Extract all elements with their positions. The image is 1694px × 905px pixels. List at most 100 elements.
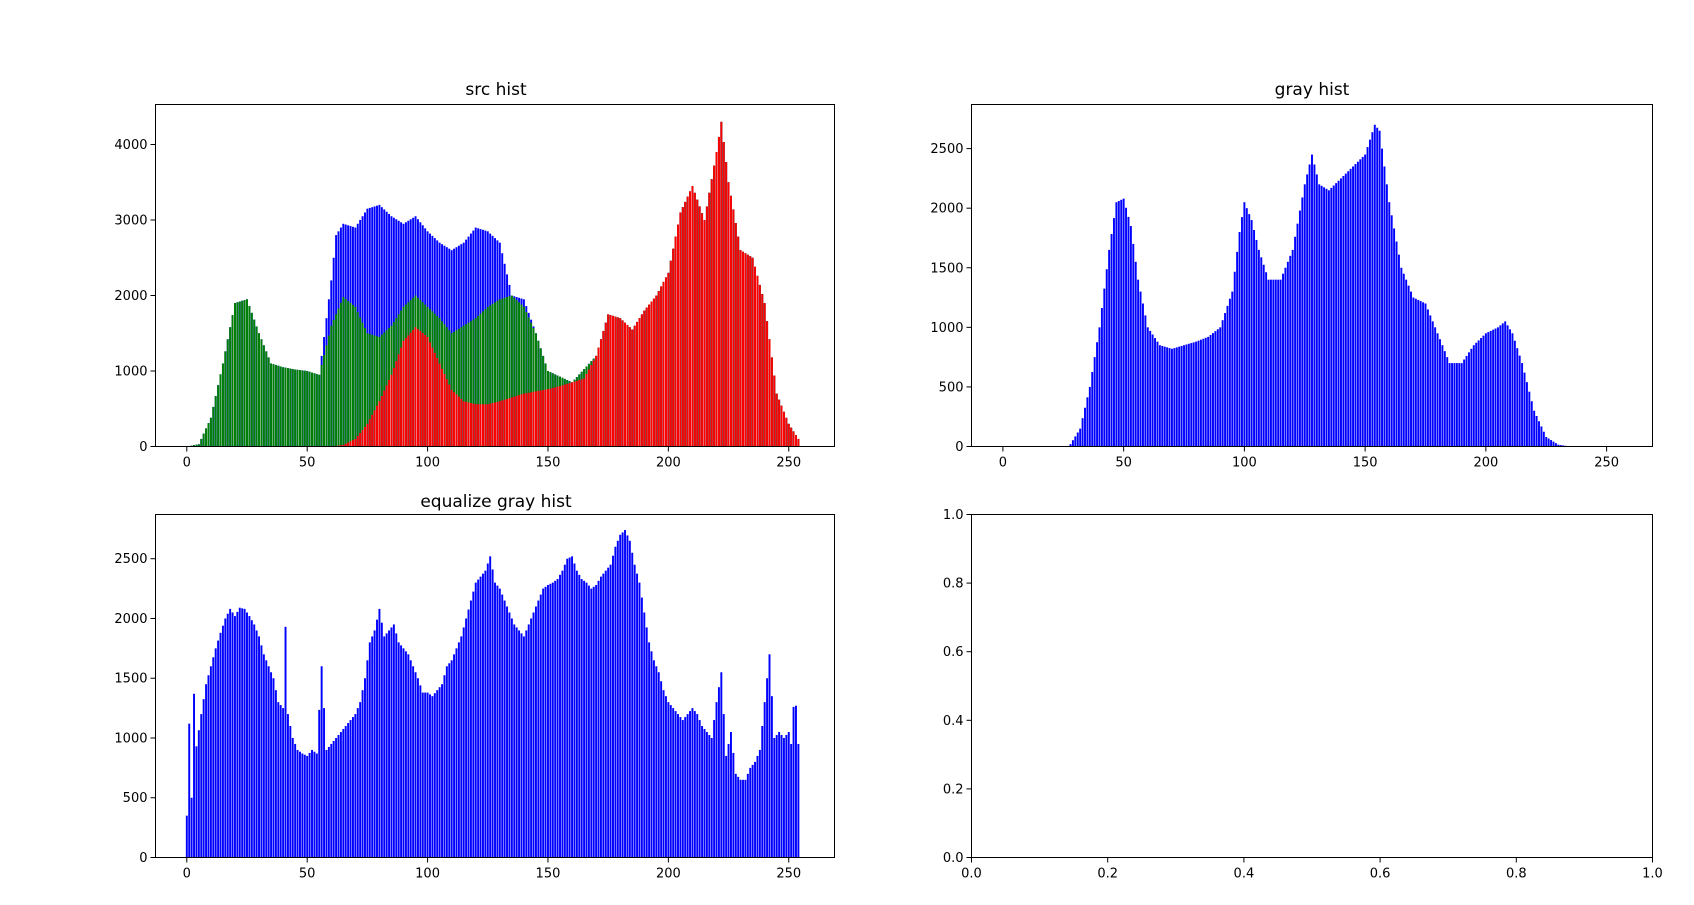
histogram-bar-series-2 [667,272,670,447]
histogram-bar-series-2 [477,404,480,447]
histogram-bar-series-2 [400,347,403,447]
histogram-bar-series-0 [1361,156,1364,447]
histogram-bar-series-0 [299,751,301,858]
x-tick-label: 0.4 [1234,867,1255,882]
histogram-bar-series-1 [214,396,217,447]
histogram-bar-series-0 [503,600,506,858]
histogram-bar-series-0 [1327,190,1330,447]
histogram-bar-series-2 [412,329,415,447]
histogram-bar-series-2 [460,398,463,447]
histogram-bar-series-0 [715,702,718,858]
histogram-bar-series-0 [534,606,537,858]
histogram-bar-series-1 [236,302,239,447]
histogram-bar-series-1 [320,364,323,447]
x-tick-label: 0.0 [961,867,982,882]
histogram-bar-series-1 [255,326,258,447]
histogram-bar-series-0 [489,556,492,858]
histogram-bar-series-1 [315,374,318,447]
histogram-bar-series-0 [580,579,583,858]
histogram-bar-series-0 [1311,154,1313,447]
histogram-bar-series-0 [1166,347,1169,447]
histogram-bar-series-0 [737,776,740,858]
histogram-bar-series-0 [368,207,371,447]
histogram-bar-series-2 [734,223,737,447]
histogram-bar-series-0 [1180,345,1183,447]
histogram-bar-series-0 [727,743,730,858]
x-tick-label: 50 [299,456,316,471]
histogram-bar-series-1 [501,298,504,447]
histogram-bar-series-0 [1105,269,1108,447]
histogram-bar-series-2 [482,404,484,447]
histogram-bar-series-0 [1202,338,1205,447]
histogram-bar-series-0 [710,737,713,858]
histogram-bar-series-2 [583,378,586,447]
histogram-bar-series-2 [344,443,347,447]
histogram-bar-series-0 [795,705,797,858]
histogram-bar-series-0 [248,616,251,858]
histogram-bar-series-0 [758,749,761,858]
histogram-bar-series-0 [383,636,386,858]
histogram-bar-series-0 [1530,401,1533,447]
histogram-bar-series-1 [522,306,525,447]
histogram-bar-series-1 [301,370,304,447]
histogram-bar-series-2 [397,354,400,447]
x-tick-label: 200 [656,867,681,882]
y-tick-label: 4000 [114,138,147,153]
histogram-bar-series-0 [612,555,614,858]
histogram-bar-series-0 [633,564,636,858]
histogram-bar-series-0 [460,636,463,858]
histogram-bar-series-0 [1214,331,1217,447]
histogram-bar-series-0 [1139,291,1142,447]
histogram-bar-series-0 [1122,198,1125,447]
histogram-bar-series-0 [1175,347,1178,447]
histogram-bar-series-2 [371,414,374,447]
histogram-bar-series-0 [258,636,260,858]
histogram-bar-series-2 [763,303,766,447]
histogram-bar-series-0 [720,672,723,858]
histogram-bar-series-0 [1422,302,1425,447]
histogram-bar-series-0 [361,690,364,858]
histogram-bar-series-0 [1397,254,1400,447]
histogram-bar-series-2 [450,389,453,447]
histogram-bar-series-0 [1255,239,1258,447]
histogram-bar-series-0 [1209,334,1212,447]
histogram-bar-series-2 [737,236,740,447]
histogram-bar-series-0 [638,582,641,858]
histogram-bar-series-0 [554,580,557,858]
histogram-bar-series-2 [773,375,776,447]
histogram-bar-series-0 [1195,341,1198,447]
histogram-bar-series-2 [631,329,634,447]
histogram-bar-series-1 [351,304,354,447]
histogram-bar-series-2 [768,339,771,447]
y-tick-label: 0 [955,440,963,455]
histogram-bar-series-0 [787,732,790,858]
histogram-bar-series-0 [311,749,313,858]
histogram-bar-series-2 [402,340,405,447]
histogram-bar-series-0 [1231,291,1234,447]
histogram-bar-series-0 [233,616,236,858]
histogram-bar-series-0 [344,726,347,858]
histogram-bar-series-2 [385,385,388,447]
histogram-bar-series-0 [1318,184,1321,447]
histogram-bar-series-0 [1542,431,1545,447]
histogram-bar-series-0 [1552,441,1555,447]
histogram-bar-series-0 [1496,327,1499,447]
histogram-bar-series-0 [477,579,480,858]
histogram-bar-series-0 [407,654,410,858]
histogram-bar-series-0 [1535,415,1538,447]
histogram-bar-series-2 [754,266,757,447]
histogram-bar-series-2 [530,392,533,447]
histogram-bar-series-0 [1523,372,1526,447]
histogram-bar-series-0 [1212,333,1214,447]
x-tick-label: 50 [299,867,316,882]
histogram-bar-series-0 [592,586,595,858]
histogram-bar-series-0 [1400,267,1403,447]
histogram-bar-series-0 [453,654,456,858]
y-axis: 0 1000 2000 3000 4000 [114,138,156,455]
histogram-bar-series-0 [1407,285,1410,447]
histogram-bar-series-0 [443,675,446,858]
histogram-bar-series-0 [773,737,776,858]
histogram-bar-series-0 [669,705,672,858]
histogram-bar-series-1 [238,301,241,447]
